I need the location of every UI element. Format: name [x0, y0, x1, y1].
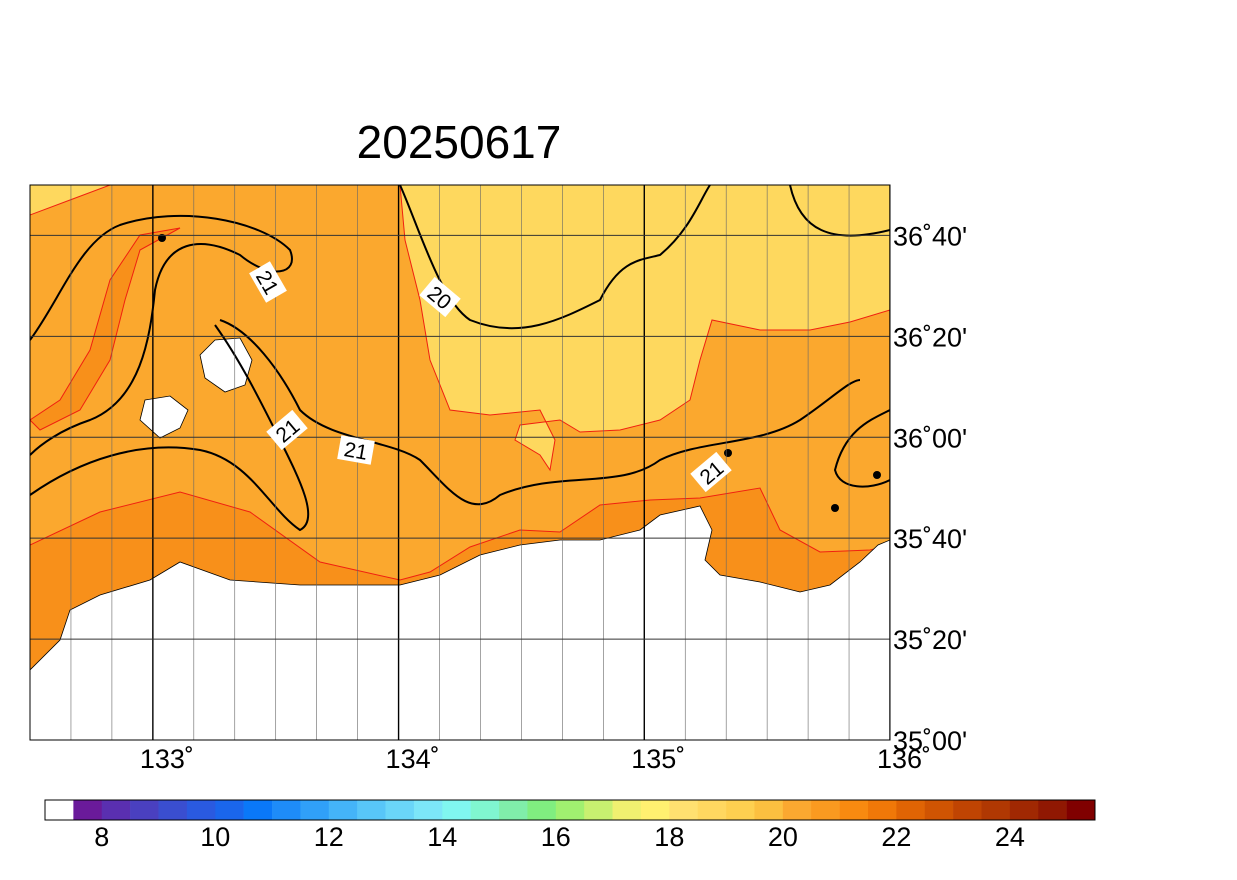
colorbar-box — [867, 800, 897, 820]
contour-label: 21 — [337, 435, 375, 465]
colorbar-box — [186, 800, 216, 820]
map-field — [30, 185, 890, 740]
colorbar-box — [555, 800, 585, 820]
colorbar-box — [839, 800, 869, 820]
y-tick-label: 36˚00' — [893, 423, 967, 453]
y-tick-label: 36˚20' — [893, 322, 967, 352]
map-title: 20250617 — [357, 116, 562, 168]
contour-line — [399, 185, 890, 330]
colorbar-box — [669, 800, 699, 820]
colorbar-tick-label: 10 — [200, 822, 230, 852]
colorbar-box — [584, 800, 613, 820]
contour-label-box — [337, 435, 375, 465]
colorbar-tick-label: 16 — [541, 822, 571, 852]
colorbar-tick-label: 22 — [881, 822, 911, 852]
contour-label-box — [419, 276, 461, 318]
x-tick-label: 133˚ — [140, 744, 194, 774]
warm-band-20 — [30, 185, 111, 216]
contour-line — [30, 324, 310, 532]
colorbar-frame — [44, 799, 1096, 821]
colorbar-box — [470, 800, 500, 820]
colorbar-box — [413, 800, 443, 820]
colorbar-box — [130, 800, 159, 820]
colorbar-box — [754, 800, 784, 820]
colorbar: 8 10 12 14 16 18 20 22 24 — [44, 799, 1096, 852]
colorbar-box — [499, 800, 528, 820]
colorbar-box — [357, 800, 386, 820]
contour-line — [219, 319, 861, 506]
x-tick-label: 135˚ — [631, 744, 685, 774]
colorbar-box — [896, 800, 926, 820]
contour-line — [30, 214, 293, 456]
colorbar-tick-label: 8 — [94, 822, 109, 852]
colorbar-box — [73, 800, 103, 820]
colorbar-box — [442, 800, 471, 820]
colorbar-box — [612, 800, 642, 820]
warm-band-20 — [399, 185, 890, 472]
colorbar-box — [1038, 800, 1067, 820]
colorbar-box — [385, 800, 415, 820]
contour-line — [833, 409, 890, 488]
colorbar-tick-label: 24 — [995, 822, 1025, 852]
colorbar-box — [215, 800, 244, 820]
y-tick-label: 35˚00' — [893, 726, 967, 756]
colorbar-box — [1066, 800, 1096, 820]
station-dot — [724, 449, 732, 457]
colorbar-tick-label: 20 — [768, 822, 798, 852]
contour-label-box — [266, 409, 308, 451]
colorbar-tick-label: 12 — [314, 822, 344, 852]
station-dot — [873, 471, 881, 479]
colorbar-box — [158, 800, 188, 820]
colorbar-box — [300, 800, 330, 820]
island — [139, 395, 189, 439]
colorbar-box — [101, 800, 131, 820]
map-frame — [29, 184, 891, 741]
colorbar-box — [1009, 800, 1039, 820]
colorbar-box — [272, 800, 301, 820]
y-tick-label: 35˚20' — [893, 625, 967, 655]
graticule — [30, 185, 890, 740]
colorbar-tick-label: 14 — [427, 822, 457, 852]
colorbar-box — [953, 800, 982, 820]
station-dot — [831, 504, 839, 512]
y-tick-label: 35˚40' — [893, 524, 967, 554]
x-tick-label: 134˚ — [386, 744, 440, 774]
colorbar-box — [243, 800, 273, 820]
x-tick-label: 136˚ — [877, 744, 931, 774]
y-tick-label: 36˚40' — [893, 221, 967, 251]
colorbar-box — [726, 800, 755, 820]
contour-label-box — [690, 451, 732, 493]
colorbar-box — [328, 800, 358, 820]
colorbar-box — [45, 800, 74, 820]
colorbar-box — [924, 800, 954, 820]
colorbar-box — [527, 800, 557, 820]
colorbar-box — [697, 800, 727, 820]
station-dot — [158, 234, 166, 242]
land — [30, 505, 890, 740]
contour-label-box — [249, 261, 287, 303]
colorbar-tick-label: 18 — [654, 822, 684, 852]
colorbar-box — [640, 800, 670, 820]
contour-label-text: 21 — [342, 438, 369, 465]
colorbar-box — [782, 800, 812, 820]
colorbar-box — [811, 800, 840, 820]
axes: 133˚ 134˚ 135˚ 136˚35˚00' 35˚20' 35˚40' 36˚00'… — [140, 221, 967, 774]
colorbar-box — [981, 800, 1011, 820]
